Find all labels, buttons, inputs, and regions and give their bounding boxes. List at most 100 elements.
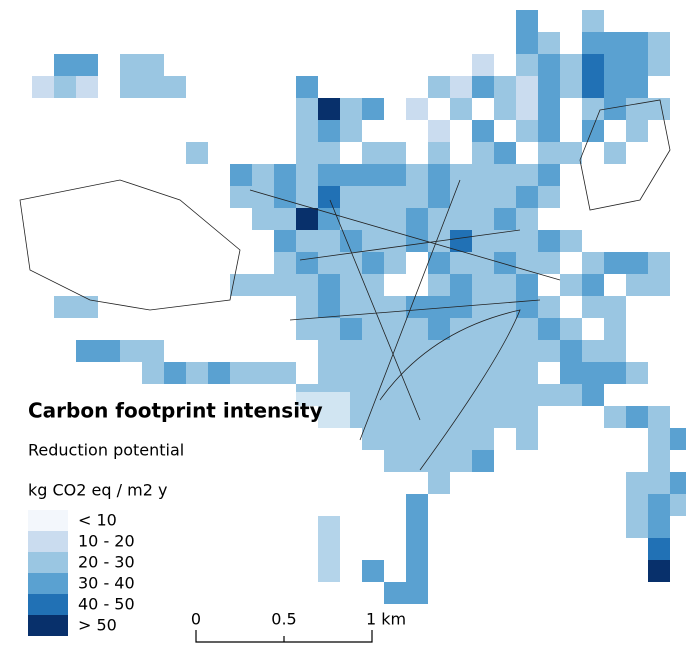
grid-cell	[604, 252, 626, 274]
legend-swatch	[28, 510, 68, 531]
grid-cell	[296, 274, 318, 296]
grid-cell	[384, 252, 406, 274]
grid-cell	[428, 252, 450, 274]
grid-cell	[76, 296, 98, 318]
grid-cell	[604, 362, 626, 384]
grid-cell	[252, 186, 274, 208]
street	[249, 179, 561, 441]
grid-cell	[428, 164, 450, 186]
grid-cell	[450, 230, 472, 252]
grid-cell	[340, 120, 362, 142]
grid-cell	[450, 164, 472, 186]
grid-cell	[54, 76, 76, 98]
grid-cell	[560, 340, 582, 362]
grid-cell	[516, 362, 538, 384]
grid-cell	[538, 384, 560, 406]
grid-cell	[428, 340, 450, 362]
grid-cell	[274, 186, 296, 208]
grid-cell	[494, 340, 516, 362]
grid-cell	[450, 384, 472, 406]
grid-cell	[604, 54, 626, 76]
grid-cell	[362, 142, 384, 164]
grid-cell	[252, 208, 274, 230]
grid-cell	[626, 32, 648, 54]
grid-cell	[384, 230, 406, 252]
grid-cell	[472, 230, 494, 252]
grid-cell	[648, 406, 670, 428]
grid-cell	[516, 428, 538, 450]
grid-cell	[472, 208, 494, 230]
grid-cell	[472, 274, 494, 296]
grid-cell	[516, 164, 538, 186]
grid-cell	[472, 340, 494, 362]
grid-cell	[362, 340, 384, 362]
grid-cell	[538, 120, 560, 142]
grid-cell	[340, 98, 362, 120]
grid-cell	[516, 10, 538, 32]
grid-cell	[318, 296, 340, 318]
grid-cell	[604, 32, 626, 54]
grid-cell	[494, 384, 516, 406]
grid-cell	[318, 340, 340, 362]
grid-cell	[362, 560, 384, 582]
grid-cell	[76, 340, 98, 362]
grid-cell	[648, 472, 670, 494]
grid-cell	[560, 230, 582, 252]
grid-cell	[362, 98, 384, 120]
grid-cell	[582, 76, 604, 98]
grid-cell	[296, 252, 318, 274]
legend: < 10 10 - 20 20 - 30 30 - 40 40 - 50 > 50	[28, 510, 135, 636]
grid-cell	[516, 32, 538, 54]
grid-cell	[670, 494, 686, 516]
grid-cell	[340, 318, 362, 340]
grid-cell	[494, 164, 516, 186]
grid-cell	[604, 406, 626, 428]
grid-cell	[626, 362, 648, 384]
grid-cell	[428, 428, 450, 450]
legend-label: > 50	[78, 616, 117, 635]
grid-cell	[494, 274, 516, 296]
grid-cell	[626, 76, 648, 98]
grid-cell	[252, 164, 274, 186]
grid-cell	[648, 450, 670, 472]
grid-cell	[670, 428, 686, 450]
grid-cell	[648, 54, 670, 76]
grid-cell	[98, 340, 120, 362]
grid-cell	[450, 296, 472, 318]
grid-cell	[230, 164, 252, 186]
grid-cell	[450, 252, 472, 274]
grid-cell	[296, 98, 318, 120]
grid-cell	[340, 164, 362, 186]
grid-cell	[186, 142, 208, 164]
grid-cell	[120, 54, 142, 76]
grid-cell	[76, 76, 98, 98]
grid-cell	[296, 230, 318, 252]
grid-cell	[450, 428, 472, 450]
grid-cell	[428, 318, 450, 340]
grid-cell	[516, 98, 538, 120]
grid-cell	[626, 494, 648, 516]
grid-cell	[120, 76, 142, 98]
grid-cell	[582, 10, 604, 32]
grid-cell	[296, 164, 318, 186]
grid-cell	[604, 318, 626, 340]
grid-cell	[142, 54, 164, 76]
grid-cell	[604, 142, 626, 164]
grid-cell	[296, 296, 318, 318]
grid-cell	[494, 296, 516, 318]
grid-cell	[384, 186, 406, 208]
legend-swatch	[28, 552, 68, 573]
grid-cell	[626, 98, 648, 120]
grid-cell	[406, 208, 428, 230]
legend-swatch	[28, 615, 68, 636]
grid-cell	[428, 274, 450, 296]
legend-label: 10 - 20	[78, 532, 135, 551]
grid-cell	[494, 406, 516, 428]
legend-label: 30 - 40	[78, 574, 135, 593]
grid-cell	[494, 142, 516, 164]
legend-unit: kg CO2 eq / m2 y	[28, 481, 167, 500]
grid-cell	[538, 318, 560, 340]
grid-cell	[560, 318, 582, 340]
grid-cell	[472, 406, 494, 428]
